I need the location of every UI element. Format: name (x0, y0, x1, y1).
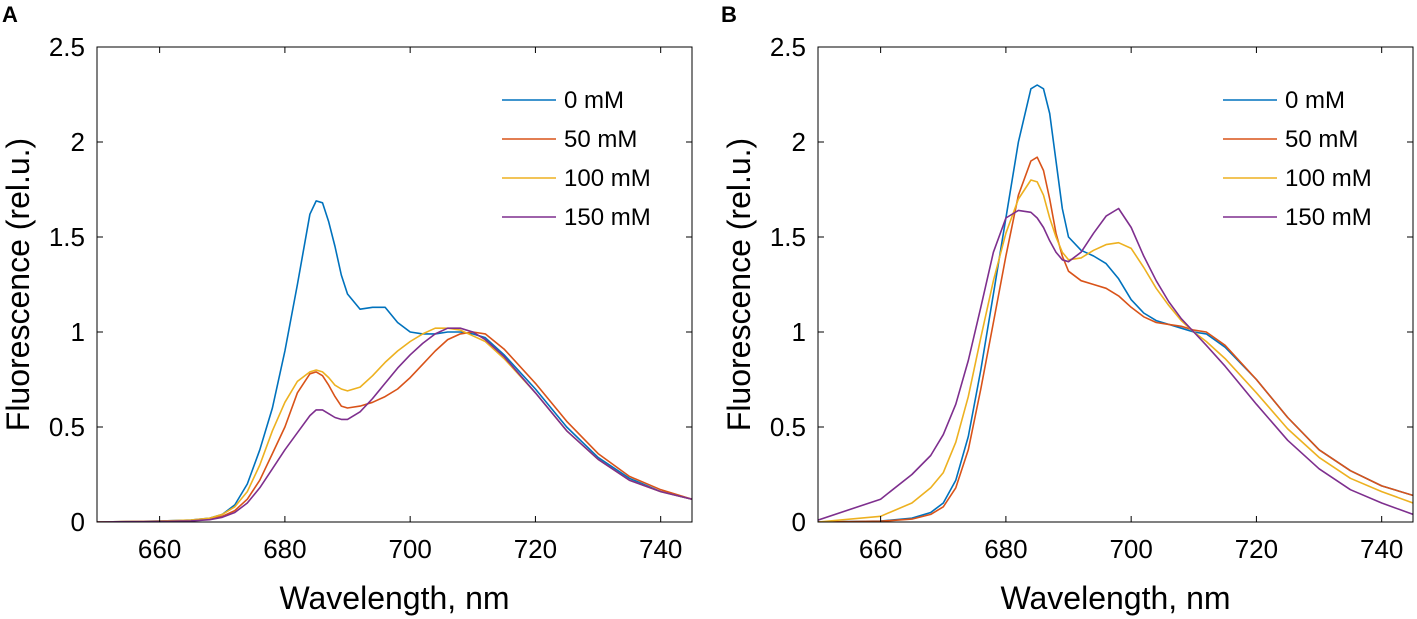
y-tick-label-a-2: 1 (71, 317, 85, 347)
legend-label-a-2: 100 mM (564, 165, 651, 192)
legend-label-b-3: 150 mM (1285, 204, 1372, 231)
y-axis-label-a: Fluorescence (rel.u.) (0, 138, 36, 431)
series-line-b-3 (818, 207, 1413, 521)
x-tick-label-b-4: 740 (1360, 534, 1403, 564)
y-tick-label-a-0: 0 (71, 507, 85, 537)
x-axis-label-a: Wavelength, nm (279, 580, 509, 616)
y-tick-label-a-1: 0.5 (49, 412, 85, 442)
y-tick-label-b-5: 2.5 (770, 32, 806, 62)
legend-label-b-0: 0 mM (1285, 87, 1345, 114)
axes-box-b (817, 46, 1414, 523)
x-tick-label-b-1: 680 (984, 534, 1027, 564)
x-axis-label-b: Wavelength, nm (1000, 580, 1230, 616)
panel-b: B 660 680 700 720 740 0 0.5 1 1.5 2 2.5 Wavelength,… (721, 2, 1414, 616)
series-line-a-3 (97, 327, 692, 522)
axes-box-a (96, 46, 693, 523)
y-axis-label-b: Fluorescence (rel.u.) (721, 138, 757, 431)
x-tick-label-b-3: 720 (1235, 534, 1278, 564)
y-tick-label-b-3: 1.5 (770, 222, 806, 252)
legend-label-a-1: 50 mM (564, 126, 637, 153)
series-line-b-0 (818, 84, 1413, 522)
series-line-a-2 (97, 327, 692, 522)
series-line-b-2 (818, 179, 1413, 522)
series-line-a-1 (97, 331, 692, 522)
y-tick-label-b-1: 0.5 (770, 412, 806, 442)
legend-label-a-3: 150 mM (564, 204, 651, 231)
x-tick-label-a-2: 700 (388, 534, 431, 564)
y-tick-label-b-0: 0 (792, 507, 806, 537)
x-tick-label-b-2: 700 (1109, 534, 1152, 564)
y-tick-label-b-4: 2 (792, 127, 806, 157)
x-tick-label-a-3: 720 (514, 534, 557, 564)
y-tick-label-a-5: 2.5 (49, 32, 85, 62)
legend-label-b-2: 100 mM (1285, 165, 1372, 192)
y-tick-label-a-3: 1.5 (49, 222, 85, 252)
legend-label-a-0: 0 mM (564, 87, 624, 114)
series-line-b-1 (818, 156, 1413, 522)
panel-a: A 660 680 700 720 740 0 0.5 1 1.5 2 2.5 Wavelength,… (0, 2, 693, 616)
legend-label-b-1: 50 mM (1285, 126, 1358, 153)
y-tick-label-b-2: 1 (792, 317, 806, 347)
x-tick-label-a-4: 740 (639, 534, 682, 564)
series-line-a-0 (97, 200, 692, 522)
panel-label-a: A (2, 2, 18, 27)
x-tick-label-a-1: 680 (263, 534, 306, 564)
y-tick-label-a-4: 2 (71, 127, 85, 157)
panel-label-b: B (721, 2, 737, 27)
x-tick-label-b-0: 660 (859, 534, 902, 564)
x-tick-label-a-0: 660 (138, 534, 181, 564)
